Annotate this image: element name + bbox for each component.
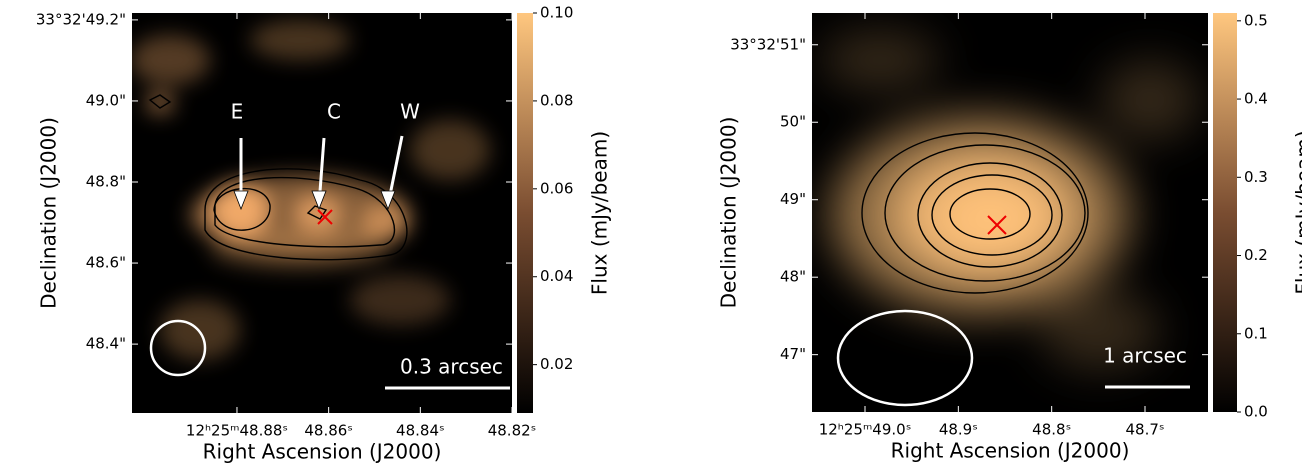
contour <box>931 174 1053 256</box>
contour <box>213 187 271 231</box>
colorbar-label: Flux (mJy/beam) <box>588 131 612 295</box>
arrow-head <box>380 190 396 211</box>
beam <box>836 309 974 407</box>
annotation: W <box>400 100 420 124</box>
x-tick-label: 12ʰ25ᵐ49.0ˢ <box>819 421 912 439</box>
image: E C W 0.3 arcsec <box>132 13 512 413</box>
y-tick-label: 33°32'51" <box>730 35 806 53</box>
annotation: C <box>327 100 341 124</box>
x-axis-label: Right Ascension (J2000) <box>891 439 1130 463</box>
contour <box>148 94 172 109</box>
colorbar-tick-label: 0.4 <box>1244 90 1268 108</box>
contour <box>949 188 1031 240</box>
colorbar-tick-label: 0.10 <box>540 4 573 22</box>
marker <box>987 215 1007 235</box>
marker <box>317 209 333 225</box>
y-tick-label: 47" <box>780 345 806 363</box>
x-tick-label: 12ʰ25ᵐ48.88ˢ <box>186 422 288 440</box>
beam <box>149 319 207 377</box>
contour <box>861 132 1089 294</box>
arrow-head <box>311 190 327 211</box>
x-tick-label: 48.9ˢ <box>939 421 978 439</box>
colorbar-tick-label: 0.1 <box>1244 324 1268 342</box>
glow <box>132 35 210 85</box>
glow <box>820 30 940 90</box>
colorbar-tick-label: 0.5 <box>1244 11 1268 29</box>
glow <box>410 120 490 180</box>
glow <box>350 275 450 325</box>
y-axis-label: Declination (J2000) <box>37 117 61 309</box>
y-tick-label: 48.8" <box>86 172 126 190</box>
glow <box>250 20 350 60</box>
contour <box>917 162 1063 268</box>
glow <box>160 300 240 360</box>
contour <box>214 176 396 248</box>
y-tick-label: 49" <box>780 190 806 208</box>
y-tick-label: 50" <box>780 113 806 131</box>
x-tick-label: 48.84ˢ <box>396 422 445 440</box>
y-tick-label: 33°32'49.2" <box>36 10 126 28</box>
image: 1 arcsec <box>812 13 1208 412</box>
glow <box>935 182 1045 258</box>
arrow-head <box>233 190 249 211</box>
glow <box>1040 290 1160 370</box>
glow <box>1100 60 1200 140</box>
colorbar <box>1213 13 1237 412</box>
colorbar-tick-label: 0.08 <box>540 91 573 109</box>
x-axis-label: Right Ascension (J2000) <box>203 440 442 464</box>
colorbar-tick-label: 0.3 <box>1244 168 1268 186</box>
y-tick-label: 48" <box>780 268 806 286</box>
scale-bar-label: 0.3 arcsec <box>400 355 503 379</box>
contour <box>884 144 1086 282</box>
y-tick-label: 48.4" <box>86 335 126 353</box>
glow <box>360 202 410 242</box>
x-tick-label: 48.7ˢ <box>1126 421 1165 439</box>
annotation: E <box>231 100 244 124</box>
y-tick-label: 48.6" <box>86 254 126 272</box>
colorbar-tick-label: 0.2 <box>1244 246 1268 264</box>
y-axis-label: Declination (J2000) <box>717 117 741 309</box>
colorbar-tick-label: 0.04 <box>540 267 573 285</box>
x-tick-label: 48.8ˢ <box>1032 421 1071 439</box>
contour <box>306 205 328 220</box>
colorbar-label: Flux (mJy/beam) <box>1292 130 1302 294</box>
x-tick-label: 48.82ˢ <box>488 422 537 440</box>
colorbar <box>517 13 533 413</box>
y-tick-label: 49.0" <box>86 91 126 109</box>
contour <box>204 168 408 261</box>
glow <box>210 182 270 238</box>
colorbar-tick-label: 0.0 <box>1244 403 1268 421</box>
colorbar-tick-label: 0.02 <box>540 355 573 373</box>
colorbar-tick-label: 0.06 <box>540 179 573 197</box>
glow <box>145 91 175 115</box>
scale-bar-label: 1 arcsec <box>1103 344 1187 368</box>
x-tick-label: 48.86ˢ <box>304 422 353 440</box>
